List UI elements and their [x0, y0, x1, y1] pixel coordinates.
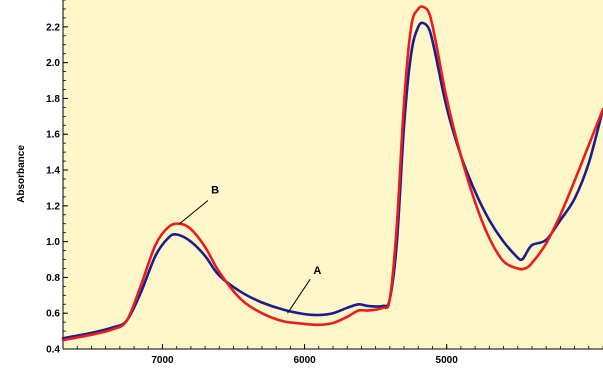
x-tick-label: 7000	[151, 355, 174, 366]
y-tick-label: 1.6	[46, 130, 60, 141]
y-axis-title: Absorbance	[16, 145, 27, 203]
y-tick-label: 2.2	[46, 22, 60, 33]
x-tick-label: 5000	[436, 355, 459, 366]
annotation-label-A: A	[313, 265, 321, 277]
annotation-label-B: B	[211, 184, 219, 196]
y-tick-label: 1.2	[46, 201, 60, 212]
plot-background	[63, 0, 603, 349]
y-tick-label: 0.6	[46, 309, 60, 320]
y-tick-label: 0.8	[46, 273, 60, 284]
y-tick-label: 0.4	[46, 345, 60, 356]
y-tick-label: 2.0	[46, 58, 60, 69]
x-tick-label: 6000	[293, 355, 316, 366]
y-tick-label: 1.8	[46, 94, 60, 105]
y-tick-label: 1.0	[46, 237, 60, 248]
y-tick-label: 1.4	[46, 166, 60, 177]
